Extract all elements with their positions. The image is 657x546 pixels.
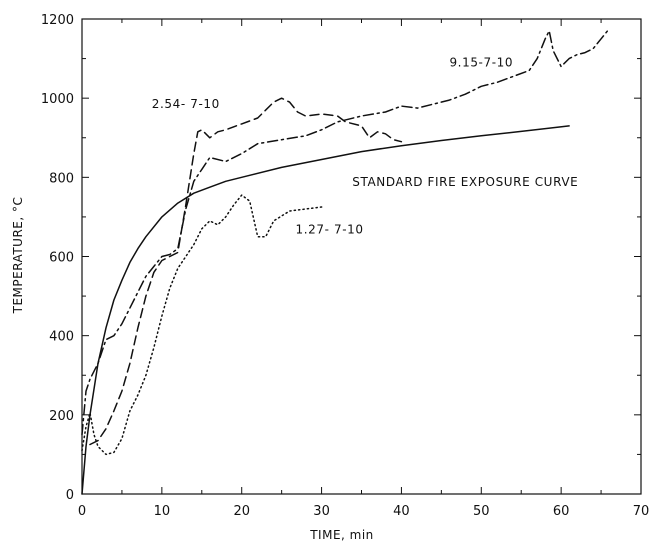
x-tick-label: 0: [78, 504, 86, 519]
series-line-1-27-7-10: [81, 194, 323, 456]
x-tick-label: 60: [553, 504, 570, 519]
series-annotation-1-27-7-10: 1.27- 7-10: [296, 223, 364, 237]
x-axis-title: TIME, min: [309, 528, 374, 542]
y-tick-label: 1200: [41, 13, 74, 28]
y-tick-label: 0: [66, 488, 74, 503]
y-tick-label: 1000: [41, 92, 74, 107]
axis-ticks: [81, 18, 642, 495]
y-tick-label: 400: [49, 330, 74, 345]
x-tick-label: 50: [473, 504, 490, 519]
y-tick-label: 800: [49, 171, 74, 186]
series-line-standard-fire-exposure-curve: [81, 125, 570, 495]
series-annotation-2-54-7-10: 2.54- 7-10: [152, 97, 220, 111]
series-line-9-15-7-10: [81, 28, 610, 436]
series-annotation-9-15-7-10: 9.15-7-10: [449, 56, 513, 70]
x-tick-label: 10: [154, 504, 171, 519]
x-tick-label: 40: [393, 504, 410, 519]
x-tick-label: 70: [633, 504, 650, 519]
axis-tick-labels: 0 10 20 30 40 50 60 70 0 200 400 600 800 1000 1200: [41, 13, 649, 519]
x-tick-label: 20: [233, 504, 250, 519]
y-tick-label: 600: [49, 251, 74, 266]
series-line-2-54-7-10: [89, 97, 403, 446]
series-annotations: STANDARD FIRE EXPOSURE CURVE 2.54- 7-10 9.…: [152, 56, 578, 237]
series-annotation-standard-fire-exposure-curve: STANDARD FIRE EXPOSURE CURVE: [352, 175, 578, 189]
y-axis-title: TEMPERATURE, °C: [11, 197, 25, 315]
plot-frame: [81, 18, 642, 495]
x-tick-label: 30: [313, 504, 330, 519]
series-layer: [81, 28, 610, 495]
y-tick-label: 200: [49, 409, 74, 424]
